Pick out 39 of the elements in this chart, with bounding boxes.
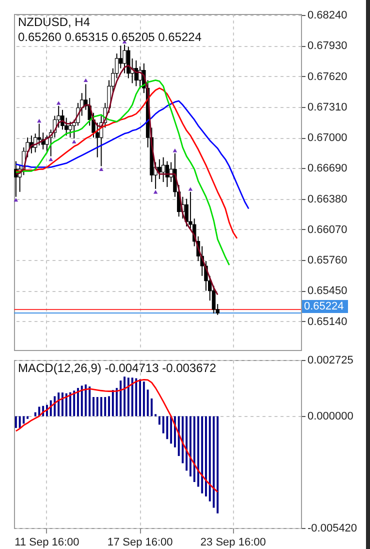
candlestick [158,158,162,180]
y-tick-label: 0.68240 [308,9,348,22]
y-tick-label: 0.67620 [308,70,348,83]
point [99,167,104,171]
y-tick-label: 0.67000 [308,132,348,144]
point [14,198,18,202]
x-tick-label: 11 Sep 16:00 [14,536,80,548]
y-tick-label: -0.005420 [308,522,358,534]
point [188,187,193,191]
candlestick [68,121,72,138]
y-tick-label: 0.65140 [308,316,348,328]
text: 0.65260 0.65315 0.65205 0.65224 [18,30,202,44]
y-tick-label: 0.65760 [308,254,348,267]
point [48,157,53,162]
candlestick [37,123,42,146]
chart-title: NZDUSD, H4 [18,15,90,29]
chart-title: MACD(12,26,9) -0.004713 -0.003672 [18,361,216,375]
candlestick [126,46,130,79]
x-tick-label: 17 Sep 16:00 [107,536,173,548]
x-tick-label: 23 Sep 16:00 [200,536,266,548]
candlestick [161,156,166,182]
point [72,140,76,144]
line-series [15,379,218,493]
ref-line-label: 0.65224 [304,300,344,313]
y-tick-label: 0.65450 [308,285,348,298]
y-tick-label: 0.000000 [308,410,354,423]
point [56,101,61,105]
candlestick [122,44,126,74]
line-series [15,87,238,240]
y-tick-label: 0.66070 [308,224,348,236]
point [37,118,42,123]
y-tick-label: 0.66690 [308,162,348,175]
y-tick-label: 0.002725 [308,354,354,366]
line-series [15,100,250,210]
point [172,148,178,152]
y-tick-label: 0.66380 [308,193,348,206]
y-tick-label: 0.67310 [308,101,348,114]
point [84,78,88,82]
y-tick-label: 0.67930 [308,40,348,52]
